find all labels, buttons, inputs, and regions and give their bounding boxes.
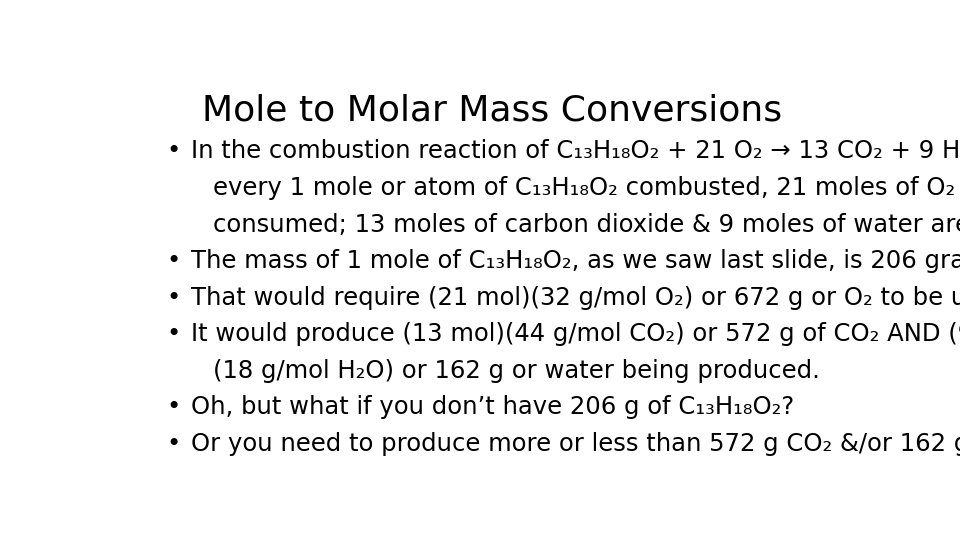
Text: •: • <box>167 249 181 273</box>
Text: consumed; 13 moles of carbon dioxide & 9 moles of water are made.: consumed; 13 moles of carbon dioxide & 9… <box>213 213 960 237</box>
Text: (18 g/mol H₂O) or 162 g or water being produced.: (18 g/mol H₂O) or 162 g or water being p… <box>213 359 820 383</box>
Text: It would produce (13 mol)(44 g/mol CO₂) or 572 g of CO₂ AND (9 mol): It would produce (13 mol)(44 g/mol CO₂) … <box>191 322 960 346</box>
Text: •: • <box>167 322 181 346</box>
Text: In the combustion reaction of C₁₃H₁₈O₂ + 21 O₂ → 13 CO₂ + 9 H₂O for: In the combustion reaction of C₁₃H₁₈O₂ +… <box>191 139 960 164</box>
Text: The mass of 1 mole of C₁₃H₁₈O₂, as we saw last slide, is 206 grams.: The mass of 1 mole of C₁₃H₁₈O₂, as we sa… <box>191 249 960 273</box>
Text: •: • <box>167 286 181 310</box>
Text: That would require (21 mol)(32 g/mol O₂) or 672 g or O₂ to be used.: That would require (21 mol)(32 g/mol O₂)… <box>191 286 960 310</box>
Text: every 1 mole or atom of C₁₃H₁₈O₂ combusted, 21 moles of O₂ are: every 1 mole or atom of C₁₃H₁₈O₂ combust… <box>213 176 960 200</box>
Text: Mole to Molar Mass Conversions: Mole to Molar Mass Conversions <box>202 94 782 128</box>
Text: Oh, but what if you don’t have 206 g of C₁₃H₁₈O₂?: Oh, but what if you don’t have 206 g of … <box>191 395 794 420</box>
Text: •: • <box>167 395 181 420</box>
Text: Or you need to produce more or less than 572 g CO₂ &/or 162 g H₂O?: Or you need to produce more or less than… <box>191 432 960 456</box>
Text: •: • <box>167 139 181 164</box>
Text: •: • <box>167 432 181 456</box>
